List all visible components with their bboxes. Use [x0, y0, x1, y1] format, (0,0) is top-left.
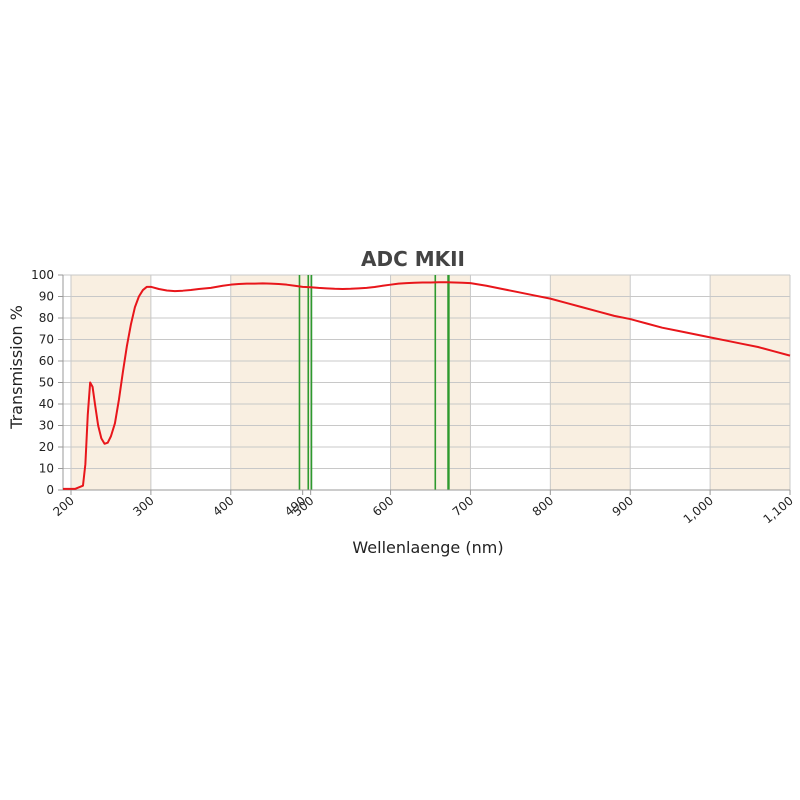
series-line-0 — [63, 281, 791, 490]
y-axis-label: Transmission % — [7, 305, 26, 430]
x-tick-label-300: 300 — [130, 494, 157, 519]
x-tick-label-200: 200 — [50, 494, 77, 519]
axes — [58, 274, 791, 495]
x-tick-label-1000: 1,000 — [681, 494, 716, 527]
x-tick-label-800: 800 — [530, 494, 557, 519]
y-tick-label-100: 100 — [31, 268, 54, 282]
y-tick-label-40: 40 — [39, 397, 54, 411]
x-tick-label-900: 900 — [610, 494, 637, 519]
y-tick-label-90: 90 — [39, 290, 54, 304]
y-tick-label-30: 30 — [39, 419, 54, 433]
y-tick-label-70: 70 — [39, 333, 54, 347]
x-tick-label-1100: 1,100 — [761, 494, 796, 527]
y-tick-label-0: 0 — [46, 483, 54, 497]
chart-title: ADC MKII — [361, 247, 465, 271]
x-axis-label: Wellenlaenge (nm) — [352, 538, 503, 557]
y-tick-label-80: 80 — [39, 311, 54, 325]
y-tick-label-60: 60 — [39, 354, 54, 368]
series — [63, 281, 791, 490]
y-tick-label-20: 20 — [39, 440, 54, 454]
y-tick-label-10: 10 — [39, 462, 54, 476]
y-tick-label-50: 50 — [39, 376, 54, 390]
reference-lines — [298, 275, 450, 490]
x-tick-label-700: 700 — [450, 494, 477, 519]
x-tick-label-400: 400 — [210, 494, 237, 519]
x-tick-label-600: 600 — [370, 494, 397, 519]
grid — [63, 274, 791, 491]
